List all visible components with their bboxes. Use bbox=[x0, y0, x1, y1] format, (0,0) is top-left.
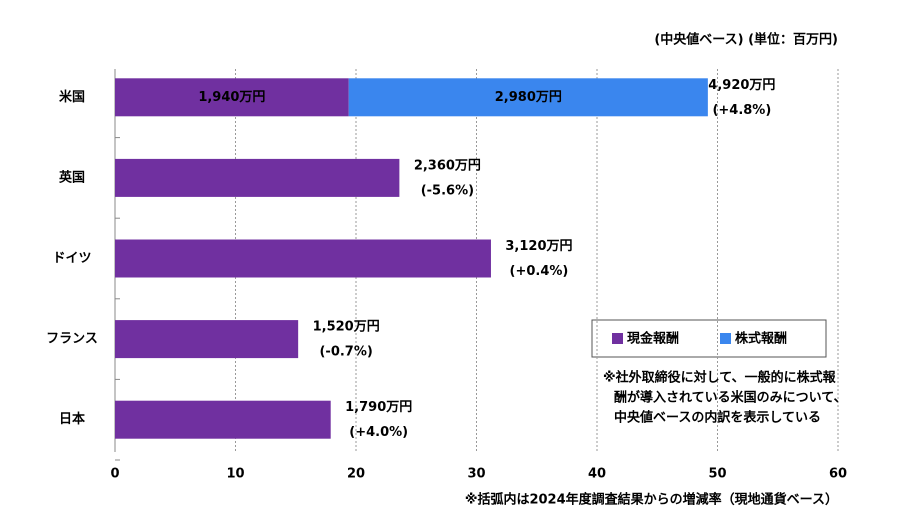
change-label: (+4.0%) bbox=[349, 425, 408, 440]
change-label: (-5.6%) bbox=[421, 183, 474, 198]
legend-note: 酬が導入されている米国のみについて、 bbox=[614, 390, 847, 406]
bar bbox=[348, 78, 708, 117]
x-tick-label: 0 bbox=[110, 467, 119, 482]
y-tick-label: フランス bbox=[46, 332, 98, 347]
bar bbox=[115, 400, 331, 439]
footnote: ※括弧内は2024年度調査結果からの増減率（現地通貨ベース） bbox=[465, 492, 838, 508]
value-label: 1,520万円 bbox=[313, 320, 380, 335]
unit-note: (中央値ベース) (単位：百万円) bbox=[654, 32, 838, 48]
y-tick-label: 日本 bbox=[59, 411, 85, 427]
change-label: (+0.4%) bbox=[510, 264, 569, 279]
legend-label: 現金報酬 bbox=[627, 331, 679, 347]
y-tick-label: 英国 bbox=[58, 169, 85, 185]
bar-label: 2,980万円 bbox=[495, 90, 562, 105]
legend-swatch bbox=[612, 333, 623, 344]
change-label: (-0.7%) bbox=[319, 345, 372, 360]
legend-swatch bbox=[720, 333, 731, 344]
value-label: 1,790万円 bbox=[345, 400, 412, 415]
y-tick-label: 米国 bbox=[59, 89, 85, 105]
y-tick-label: ドイツ bbox=[52, 251, 91, 266]
bar-label: 1,940万円 bbox=[198, 90, 265, 105]
legend-note: ※社外取締役に対して、一般的に株式報 bbox=[603, 370, 837, 386]
legend-box bbox=[591, 319, 827, 358]
total-label: 4,920万円 bbox=[708, 78, 775, 93]
legend-label: 株式報酬 bbox=[735, 331, 787, 347]
value-label: 3,120万円 bbox=[505, 239, 572, 254]
x-tick-label: 30 bbox=[467, 467, 485, 482]
bar bbox=[115, 158, 400, 197]
bar bbox=[115, 78, 349, 117]
x-tick-label: 50 bbox=[708, 467, 726, 482]
change-label: (+4.8%) bbox=[712, 103, 771, 118]
bar bbox=[115, 239, 491, 278]
x-tick-label: 40 bbox=[588, 467, 606, 482]
x-tick-label: 20 bbox=[347, 467, 365, 482]
x-tick-label: 60 bbox=[829, 467, 847, 482]
legend-note: 中央値ベースの内訳を表示している bbox=[614, 410, 821, 426]
bar bbox=[115, 320, 299, 359]
x-tick-label: 10 bbox=[226, 467, 244, 482]
value-label: 2,360万円 bbox=[414, 158, 481, 173]
